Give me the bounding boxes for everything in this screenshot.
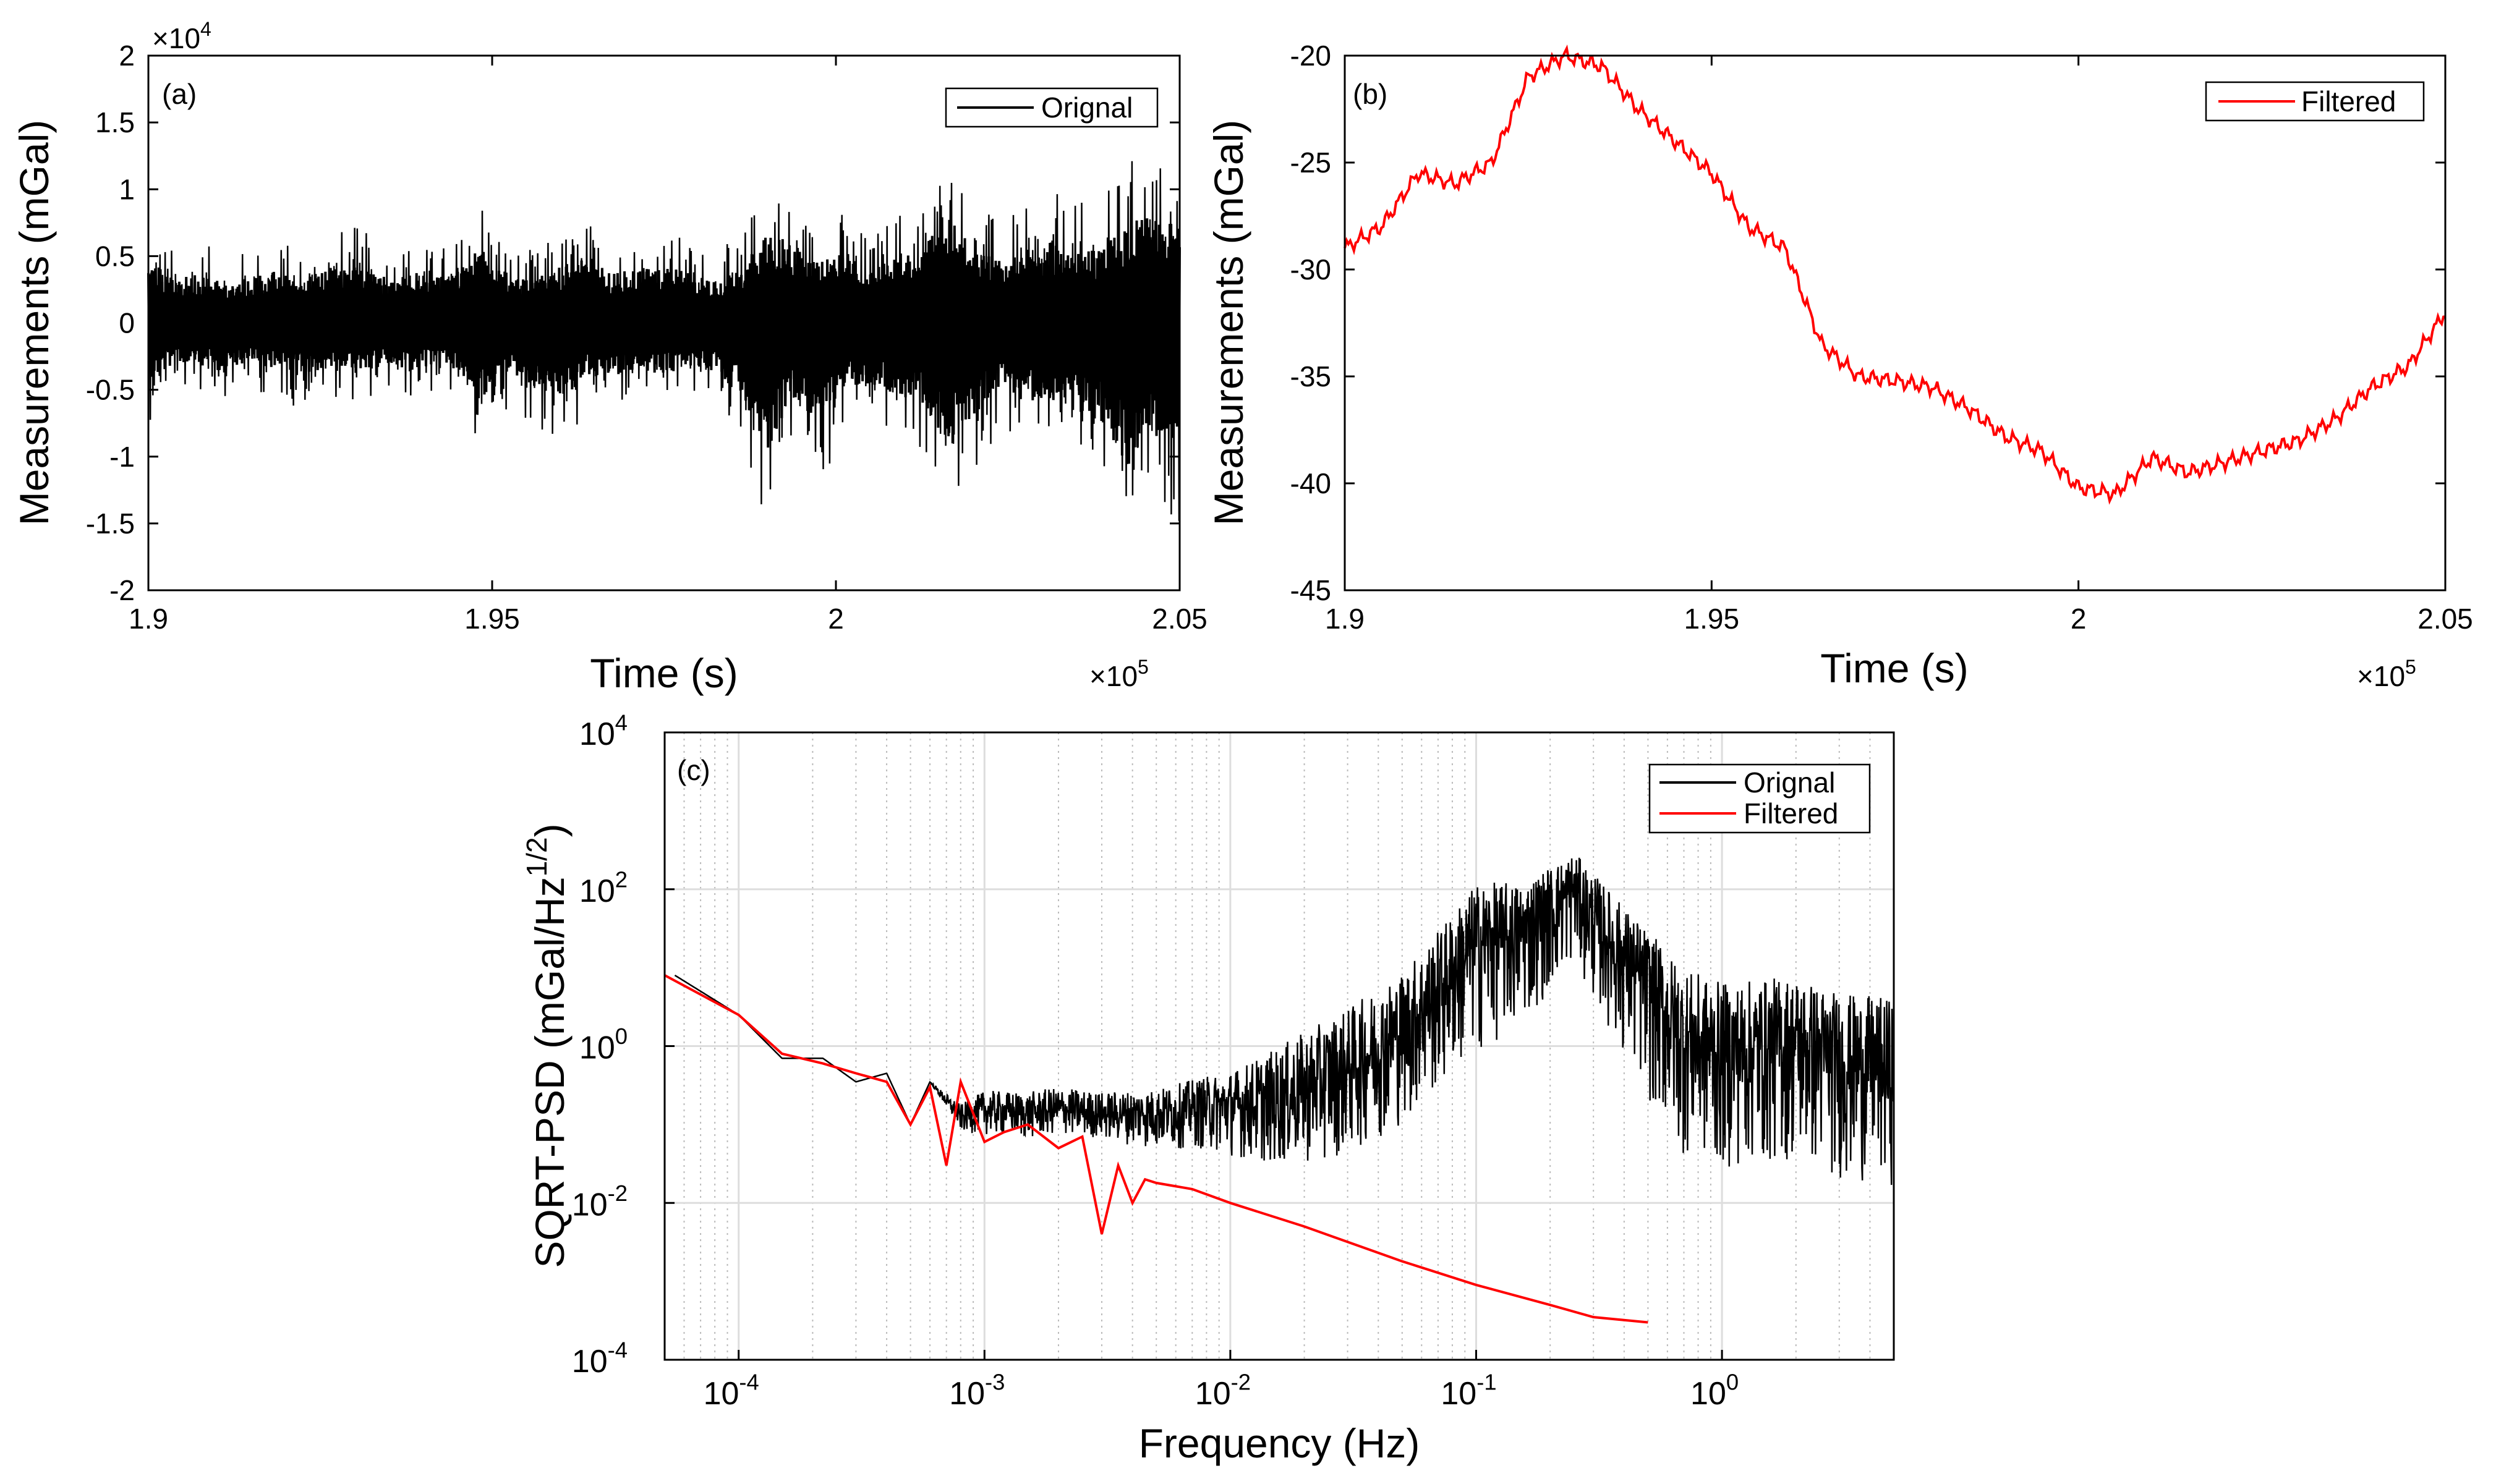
c-x-tick-label-power: -2 (1231, 1370, 1251, 1395)
c-y-axis-label: SQRT-PSD (mGal/Hz1/2) (521, 823, 573, 1268)
a-x-tick-label: 1.95 (464, 603, 520, 635)
a-y-tick-label: -2 (109, 574, 135, 606)
b-series-filtered (1344, 44, 2446, 505)
c-x-tick-label: 10-3 (949, 1370, 1005, 1412)
c-legend-label-orignal: Orignal (1744, 766, 1835, 799)
c-x-tick-label: 100 (1690, 1370, 1739, 1412)
a-series-orignal-core (147, 218, 1181, 464)
c-y-tick-label-base: 10 (579, 716, 615, 752)
b-y-tick-label: -25 (1290, 146, 1331, 179)
c-legend-box (1648, 763, 1871, 834)
panel-a: 1.9 1.95 2 2.05 -2 -1.5 -1 -0.5 0 0.5 1 1.5 2 (a) ×1… (11, 18, 1208, 696)
c-y-tick-label-base: 10 (579, 1030, 615, 1066)
c-x-tick-label-power: -1 (1476, 1370, 1496, 1395)
b-x-tick-label: 2.05 (2417, 603, 2473, 635)
b-axes-box (1344, 54, 2447, 591)
c-x-tick-label: 10-1 (1441, 1370, 1496, 1412)
a-legend: Orignal (945, 87, 1159, 128)
c-legend-label-filtered: Filtered (1744, 797, 1838, 829)
b-panel-label: (b) (1353, 78, 1387, 110)
c-y-tick-label-power: -2 (608, 1181, 628, 1206)
b-y-tick-label: -35 (1290, 360, 1331, 392)
c-x-axis-label: Frequency (Hz) (1139, 1420, 1420, 1466)
c-y-tick-label-base: 10 (572, 1187, 608, 1223)
c-x-tick-label-power: -4 (739, 1370, 759, 1395)
a-axes-box (147, 54, 1181, 591)
a-y-tick-label: 0 (119, 307, 135, 339)
c-y-tick-label-base: 10 (579, 873, 615, 909)
b-y-axis-label: Measurements (mGal) (1206, 120, 1251, 526)
a-panel-label: (a) (162, 78, 197, 110)
b-ticks (1344, 54, 2447, 591)
c-y-tick-label: 104 (579, 710, 628, 752)
a-y-tick-label: 0.5 (95, 240, 135, 272)
b-x-tick-label: 1.9 (1325, 603, 1365, 635)
a-y-tick-label: -1 (109, 441, 135, 473)
c-y-tick-label: 10-4 (572, 1338, 628, 1380)
b-y-tick-label: -30 (1290, 253, 1331, 286)
a-tick-labels: 1.9 1.95 2 2.05 -2 -1.5 -1 -0.5 0 0.5 1 1.5 2 (86, 40, 1208, 635)
c-x-tick-label-base: 10 (949, 1376, 985, 1412)
a-y-tick-label: 1.5 (95, 106, 135, 138)
a-y-tick-label: 1 (119, 173, 135, 205)
c-plot-area (664, 857, 1895, 1324)
b-x-tick-label: 2 (2071, 603, 2087, 635)
a-x-tick-label: 2 (828, 603, 844, 635)
a-x-tick-label: 2.05 (1152, 603, 1208, 635)
a-x-tick-label: 1.9 (129, 603, 168, 635)
b-y-tick-label: -40 (1290, 467, 1331, 499)
c-axes-box (663, 731, 1895, 1361)
a-y-tick-label: 2 (119, 40, 135, 72)
b-x-exponent: ×105 (2357, 656, 2416, 692)
c-x-tick-label-power: 0 (1726, 1370, 1739, 1395)
a-plot-area (147, 161, 1181, 521)
b-y-tick-label: -45 (1290, 574, 1331, 606)
c-x-tick-label-base: 10 (1195, 1376, 1231, 1412)
c-y-tick-label: 10-2 (572, 1181, 628, 1223)
c-x-tick-label: 10-2 (1195, 1370, 1251, 1412)
b-x-axis-label: Time (s) (1820, 645, 1969, 691)
c-x-tick-label-power: -3 (985, 1370, 1005, 1395)
b-legend: Filtered (2205, 81, 2425, 122)
b-tick-labels: 1.9 1.95 2 2.05 -45 -40 -35 -30 -25 -20 (1290, 40, 2473, 635)
c-y-tick-label-base: 10 (572, 1344, 608, 1380)
c-x-tick-label-base: 10 (704, 1376, 739, 1412)
panel-b: 1.9 1.95 2 2.05-45-40-35-30-25-20 (b) ×105 … (1206, 40, 2473, 692)
a-y-tick-label: -0.5 (86, 374, 135, 406)
a-y-tick-label: -1.5 (86, 507, 135, 540)
a-x-exponent: ×105 (1089, 656, 1149, 692)
c-y-tick-label-power: 0 (615, 1024, 628, 1049)
a-legend-label-orignal: Orignal (1041, 91, 1133, 124)
a-y-exponent: ×104 (152, 18, 211, 54)
c-x-tick-label: 10-4 (704, 1370, 759, 1412)
c-x-tick-label-base: 10 (1690, 1376, 1726, 1412)
a-x-axis-label: Time (s) (590, 650, 738, 696)
b-plot-area (1344, 44, 2446, 505)
b-x-tick-label: 1.95 (1684, 603, 1740, 635)
c-panel-label: (c) (677, 754, 710, 786)
c-legend: Orignal Filtered (1648, 763, 1871, 834)
c-y-tick-label-power: 2 (615, 867, 628, 892)
c-series-filtered (664, 974, 1648, 1324)
c-y-tick-label-power: 4 (615, 710, 628, 736)
c-y-tick-label: 102 (579, 867, 628, 909)
c-y-tick-label: 100 (579, 1024, 628, 1066)
c-series-orignal (674, 857, 1895, 1185)
c-y-tick-label-power: -4 (608, 1338, 628, 1363)
b-y-tick-label: -20 (1290, 40, 1331, 72)
c-x-tick-label-base: 10 (1441, 1376, 1476, 1412)
b-legend-label-filtered: Filtered (2301, 85, 2396, 117)
a-y-axis-label: Measurements (mGal) (11, 120, 57, 526)
